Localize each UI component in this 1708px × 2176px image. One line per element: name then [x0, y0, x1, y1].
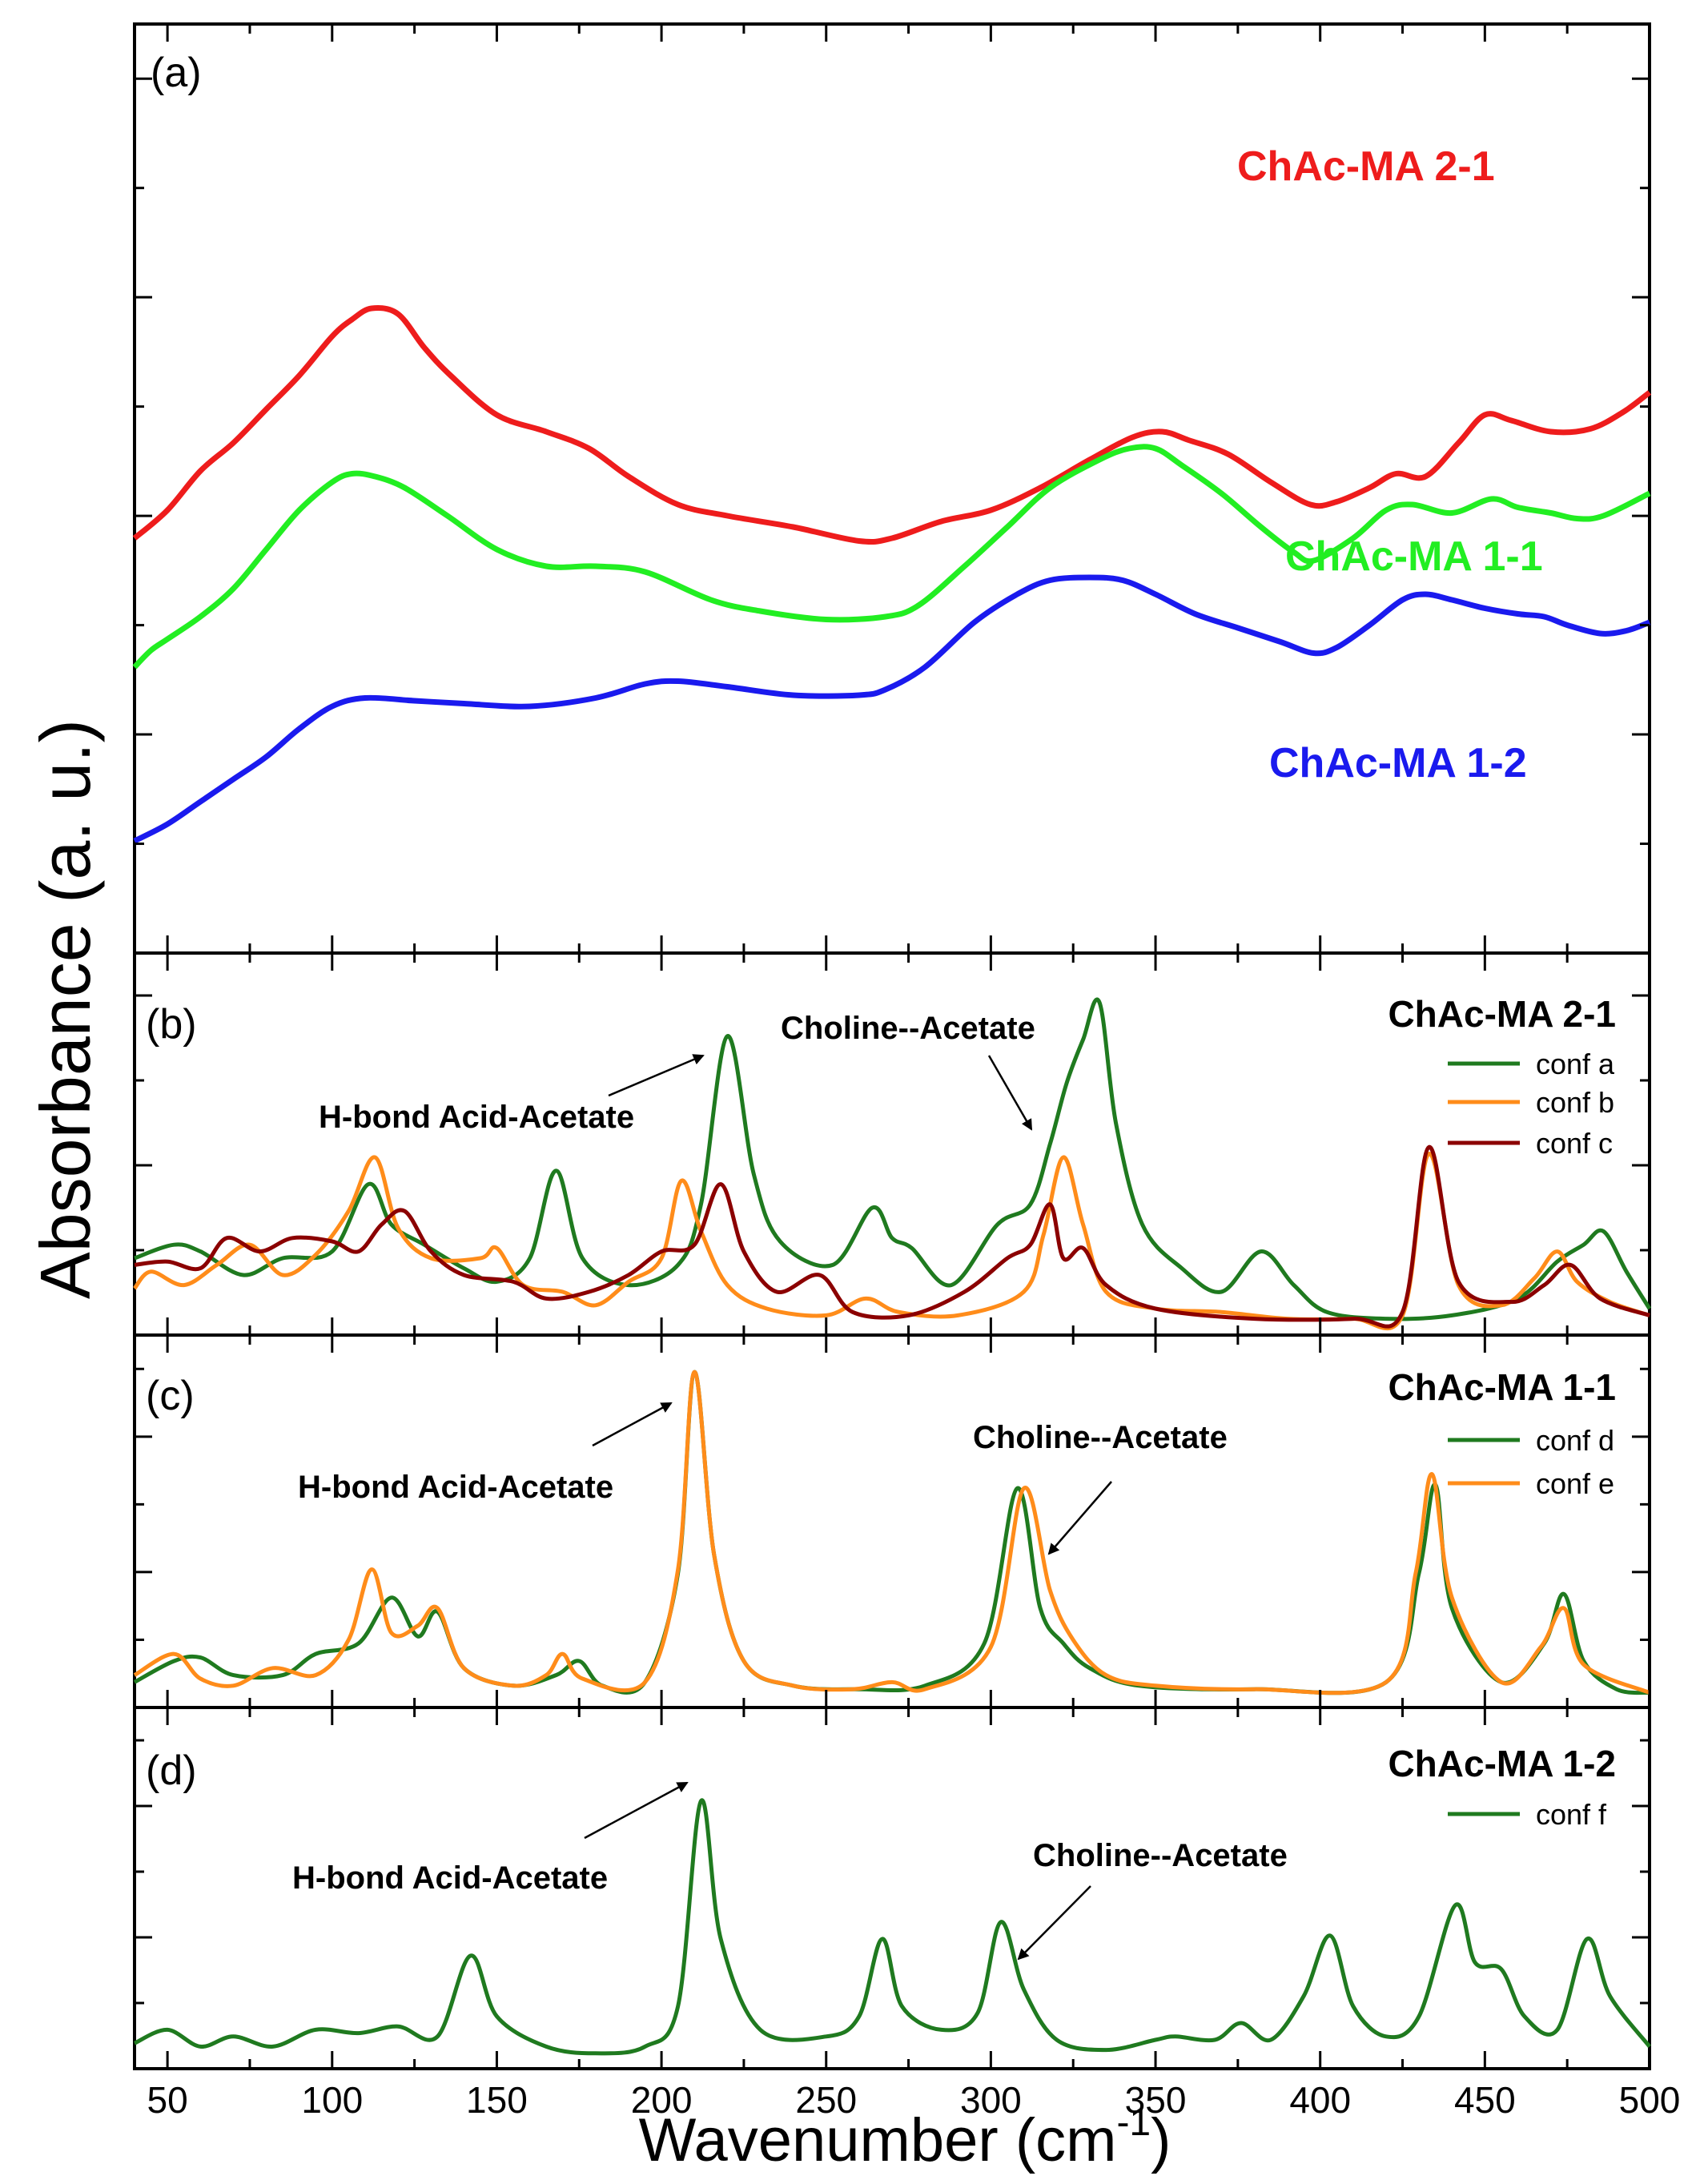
curves — [132, 304, 1652, 2056]
arrow-b-hbond — [608, 1054, 705, 1097]
annotation-b-hbond: H-bond Acid-Acetate — [319, 1100, 634, 1135]
panel-title-c: ChAc-MA 1-1 — [1388, 1366, 1616, 1408]
panel-label-d: (d) — [146, 1748, 197, 1794]
x-tick-label-500: 500 — [1619, 2079, 1681, 2121]
ticks — [135, 24, 1651, 2069]
y-axis-title: Absorbance (a. u.) — [26, 719, 105, 1299]
legend-c-conf-d: conf d — [1536, 1424, 1614, 1457]
series-label-1-2: ChAc-MA 1-2 — [1269, 740, 1527, 786]
series-line-0-2 — [133, 574, 1651, 844]
x-axis-title: Wavenumber (cm-1) — [639, 2102, 1171, 2174]
x-tick-label-100: 100 — [301, 2079, 363, 2121]
series-line-1-0 — [134, 997, 1652, 1321]
legend-b-conf-a: conf a — [1536, 1048, 1615, 1080]
arrow-b-choline — [987, 1055, 1033, 1131]
annotation-d-choline: Choline--Acetate — [1033, 1838, 1288, 1873]
arrow-c-hbond — [592, 1402, 673, 1447]
arrow-c-choline — [1047, 1481, 1112, 1555]
legend-b-conf-b: conf b — [1536, 1086, 1614, 1119]
x-tick-label-350: 350 — [1125, 2079, 1187, 2121]
x-tick-label-50: 50 — [147, 2079, 188, 2121]
panel-label-c: (c) — [146, 1373, 195, 1419]
panel-frames — [133, 22, 1651, 2070]
series-line-2-1 — [133, 1370, 1650, 1695]
annotation-c-choline: Choline--Acetate — [973, 1420, 1228, 1455]
x-axis-title-close: ) — [1151, 2106, 1171, 2174]
panel-frame-3 — [133, 1706, 1651, 2070]
series-line-3-0 — [133, 1798, 1651, 2056]
legend-c-conf-e: conf e — [1536, 1467, 1614, 1500]
x-tick-label-250: 250 — [795, 2079, 857, 2121]
annotation-b-choline: Choline--Acetate — [781, 1011, 1035, 1046]
x-tick-label-200: 200 — [631, 2079, 693, 2121]
series-line-0-1 — [132, 444, 1651, 670]
x-tick-labels: 50 100 150 200 250 300 350 400 450 500 — [147, 2079, 1681, 2121]
arrow-d-choline — [1017, 1885, 1091, 1961]
x-tick-label-400: 400 — [1289, 2079, 1351, 2121]
panel-label-b: (b) — [146, 1001, 197, 1048]
legend-d: conf f — [1448, 1798, 1607, 1831]
series-line-1-2 — [134, 1144, 1650, 1329]
x-axis-title-sup: -1 — [1116, 2102, 1151, 2144]
panel-title-b: ChAc-MA 2-1 — [1388, 993, 1616, 1035]
legend-b: conf a conf b conf c — [1448, 1048, 1615, 1160]
annotation-d-hbond: H-bond Acid-Acetate — [292, 1860, 608, 1896]
series-label-2-1: ChAc-MA 2-1 — [1237, 143, 1495, 190]
annotation-c-hbond: H-bond Acid-Acetate — [298, 1470, 613, 1505]
legend-b-conf-c: conf c — [1536, 1127, 1613, 1160]
x-tick-label-450: 450 — [1454, 2079, 1516, 2121]
x-tick-label-300: 300 — [960, 2079, 1022, 2121]
panel-title-d: ChAc-MA 1-2 — [1388, 1743, 1616, 1784]
legend-c: conf d conf e — [1448, 1424, 1614, 1500]
series-label-1-1: ChAc-MA 1-1 — [1285, 533, 1543, 580]
arrow-d-hbond — [584, 1781, 689, 1840]
series-line-0-0 — [132, 304, 1652, 545]
legend-d-conf-f: conf f — [1536, 1798, 1607, 1831]
x-axis-title-main: Wavenumber (cm — [639, 2106, 1117, 2174]
x-tick-label-150: 150 — [466, 2079, 528, 2121]
panel-label-a: (a) — [151, 50, 202, 96]
